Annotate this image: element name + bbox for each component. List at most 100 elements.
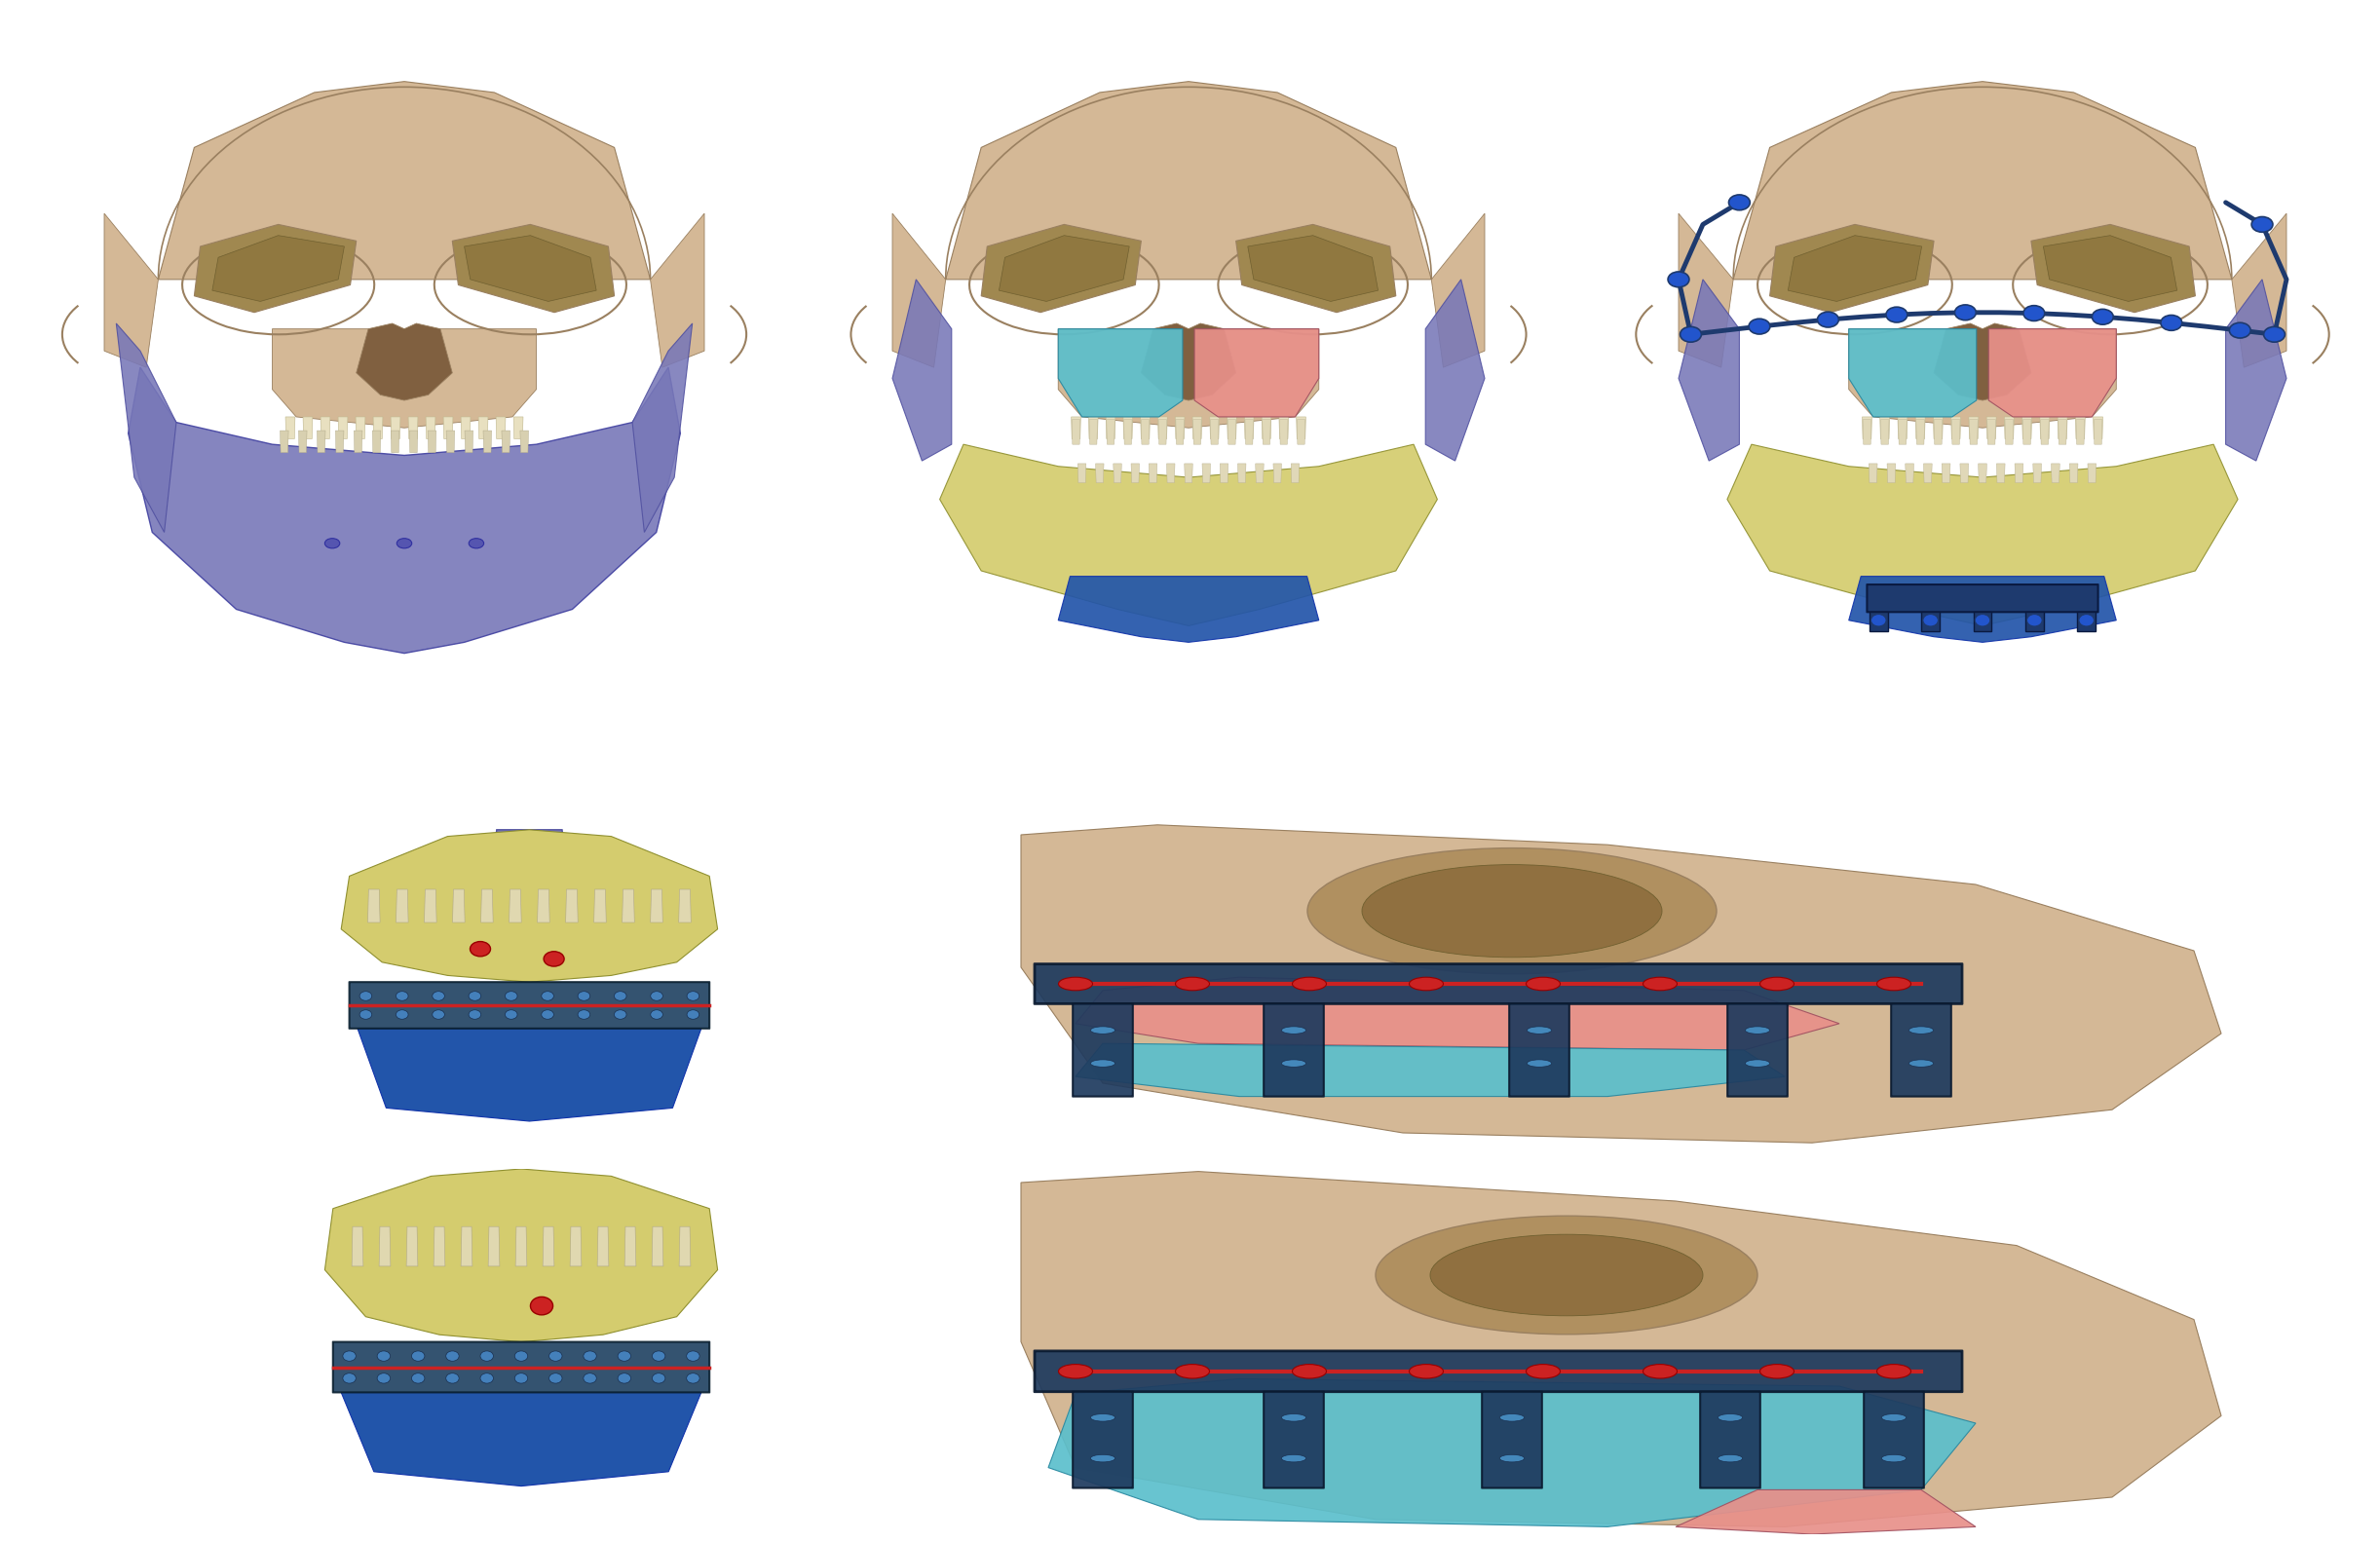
Polygon shape <box>1861 416 1873 439</box>
FancyBboxPatch shape <box>350 982 709 1029</box>
Polygon shape <box>1868 464 1878 483</box>
Ellipse shape <box>2251 217 2273 233</box>
Polygon shape <box>1166 464 1176 483</box>
Polygon shape <box>502 430 509 453</box>
Ellipse shape <box>1499 1454 1523 1462</box>
Ellipse shape <box>1409 1365 1442 1379</box>
FancyBboxPatch shape <box>1264 1392 1323 1488</box>
Polygon shape <box>678 1226 690 1266</box>
Polygon shape <box>433 1226 445 1266</box>
Polygon shape <box>1095 464 1104 483</box>
Polygon shape <box>1021 1172 2221 1527</box>
Polygon shape <box>1157 416 1166 439</box>
Polygon shape <box>1880 419 1890 444</box>
Ellipse shape <box>614 1010 626 1019</box>
Polygon shape <box>481 1177 562 1306</box>
Polygon shape <box>495 416 505 439</box>
Ellipse shape <box>1090 1027 1116 1033</box>
Polygon shape <box>595 890 607 922</box>
Polygon shape <box>1021 825 2221 1143</box>
Polygon shape <box>1290 464 1299 483</box>
Polygon shape <box>317 430 326 453</box>
Ellipse shape <box>619 1351 631 1362</box>
Polygon shape <box>2059 419 2066 444</box>
Polygon shape <box>624 1226 635 1266</box>
Polygon shape <box>1678 279 1740 461</box>
Ellipse shape <box>359 1010 371 1019</box>
Ellipse shape <box>1280 1059 1307 1067</box>
Polygon shape <box>1000 236 1128 301</box>
Ellipse shape <box>1361 865 1661 958</box>
Ellipse shape <box>1871 614 1887 626</box>
Polygon shape <box>981 225 1140 313</box>
Ellipse shape <box>1526 1365 1561 1379</box>
Ellipse shape <box>550 1351 562 1362</box>
Polygon shape <box>281 430 288 453</box>
Polygon shape <box>338 416 347 439</box>
Polygon shape <box>1176 416 1185 439</box>
Polygon shape <box>378 1226 390 1266</box>
Polygon shape <box>1123 419 1133 444</box>
Polygon shape <box>1676 1490 1975 1534</box>
Ellipse shape <box>2028 614 2042 626</box>
Ellipse shape <box>1728 194 1749 210</box>
Ellipse shape <box>397 538 412 549</box>
Polygon shape <box>409 416 419 439</box>
Polygon shape <box>621 890 635 922</box>
Ellipse shape <box>1090 1454 1116 1462</box>
Polygon shape <box>2092 416 2104 439</box>
Polygon shape <box>1280 419 1288 444</box>
Polygon shape <box>462 416 471 439</box>
Ellipse shape <box>1176 1365 1209 1379</box>
Polygon shape <box>195 225 357 313</box>
Polygon shape <box>1897 416 1906 439</box>
Ellipse shape <box>469 992 481 1001</box>
Polygon shape <box>447 430 455 453</box>
Ellipse shape <box>540 1010 555 1019</box>
Polygon shape <box>597 1226 609 1266</box>
Polygon shape <box>1245 416 1254 439</box>
Polygon shape <box>464 236 597 301</box>
Ellipse shape <box>433 1010 445 1019</box>
Ellipse shape <box>376 1351 390 1362</box>
Polygon shape <box>1771 225 1935 313</box>
Ellipse shape <box>1745 1027 1771 1033</box>
Ellipse shape <box>1909 1027 1933 1033</box>
Ellipse shape <box>324 538 340 549</box>
Ellipse shape <box>1668 271 1690 287</box>
Ellipse shape <box>650 992 662 1001</box>
Ellipse shape <box>1883 1414 1906 1422</box>
Polygon shape <box>1880 416 1890 439</box>
Polygon shape <box>1059 328 1183 416</box>
FancyBboxPatch shape <box>1864 1392 1923 1488</box>
Polygon shape <box>2075 416 2085 439</box>
Ellipse shape <box>1909 1059 1933 1067</box>
Polygon shape <box>1923 464 1933 483</box>
Polygon shape <box>1728 444 2237 626</box>
Polygon shape <box>1185 464 1192 483</box>
Ellipse shape <box>359 992 371 1001</box>
Ellipse shape <box>1878 978 1911 990</box>
Ellipse shape <box>445 1351 459 1362</box>
Polygon shape <box>1150 464 1157 483</box>
Polygon shape <box>1107 419 1114 444</box>
Polygon shape <box>1899 419 1906 444</box>
Polygon shape <box>336 430 343 453</box>
Polygon shape <box>452 225 614 313</box>
Ellipse shape <box>1818 311 1840 327</box>
Polygon shape <box>1678 213 1733 367</box>
Polygon shape <box>1107 416 1116 439</box>
Ellipse shape <box>1745 1059 1771 1067</box>
Polygon shape <box>2078 612 2097 631</box>
Polygon shape <box>650 890 662 922</box>
Ellipse shape <box>1059 1365 1092 1379</box>
Ellipse shape <box>650 1010 662 1019</box>
Polygon shape <box>1733 82 2232 279</box>
Polygon shape <box>355 430 362 453</box>
Polygon shape <box>483 430 493 453</box>
Polygon shape <box>892 279 952 461</box>
Polygon shape <box>509 890 521 922</box>
Polygon shape <box>2225 279 2287 461</box>
Polygon shape <box>521 430 528 453</box>
Polygon shape <box>488 1226 500 1266</box>
